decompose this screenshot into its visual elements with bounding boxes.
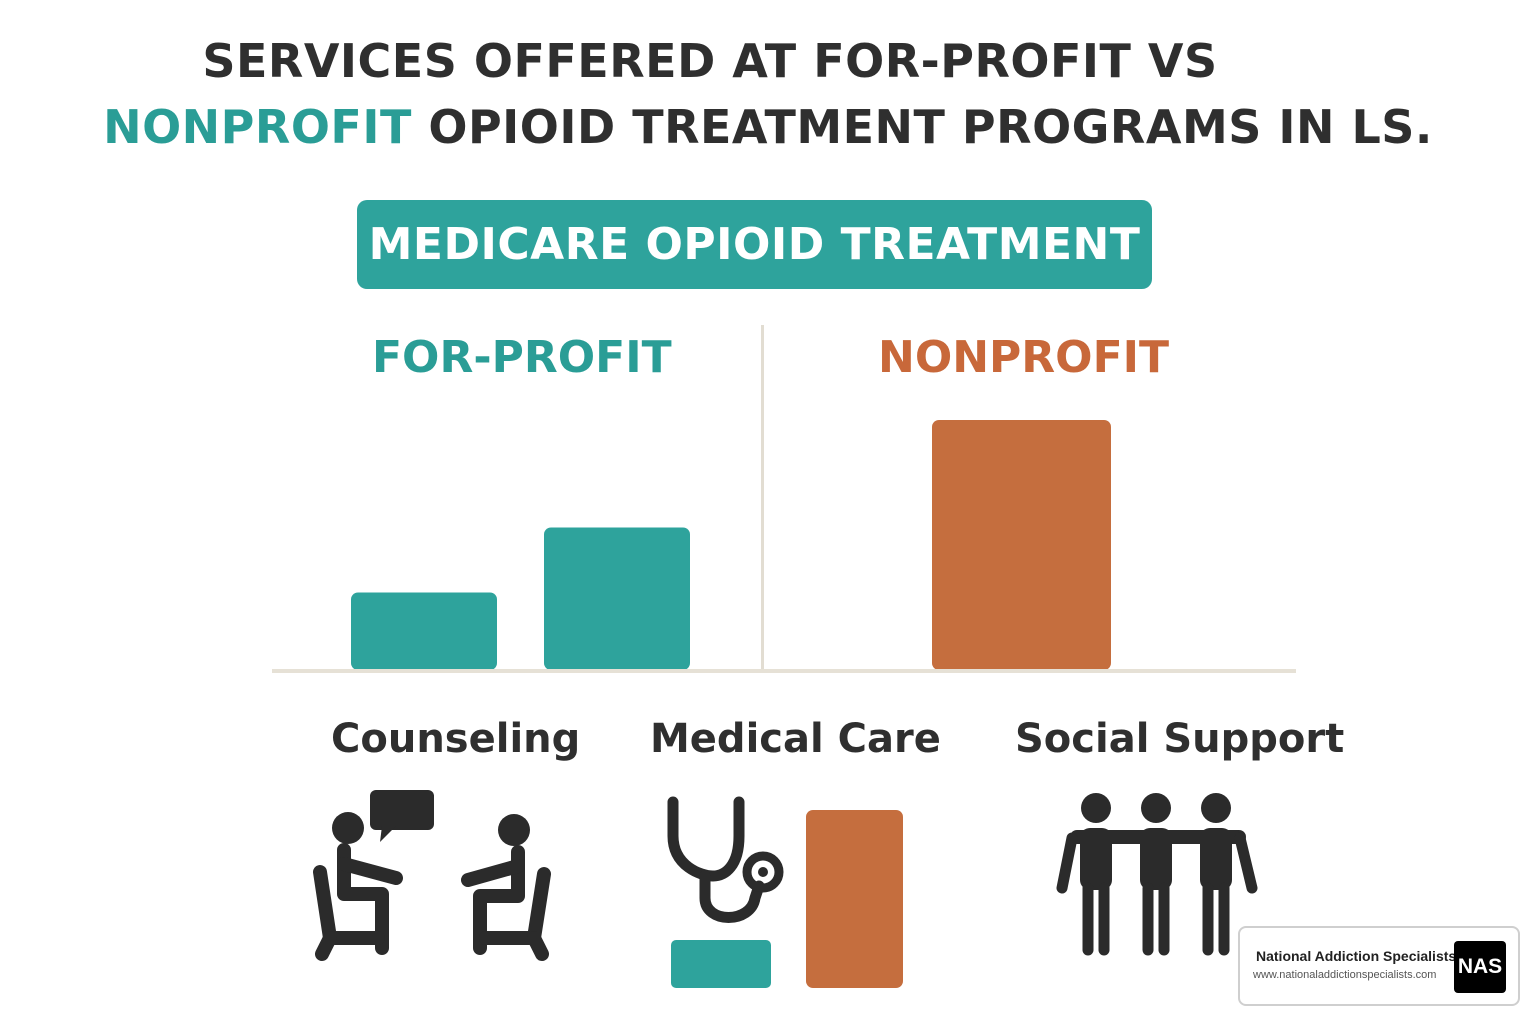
group-divider (761, 325, 764, 670)
bar-for-profit-2 (544, 527, 690, 670)
service-label-counseling: Counseling (331, 716, 581, 762)
watermark-name: National Addiction Specialists (1256, 948, 1457, 964)
chart-baseline (272, 669, 1296, 673)
bar-nonprofit-1 (932, 420, 1111, 670)
chart-title-line-1: SERVICES OFFERED AT FOR-PROFIT VS (0, 34, 1478, 88)
nas-logo: NAS (1454, 941, 1506, 993)
title-line-2-text: OPIOID TREATMENT PROGRAMS IN LS. (411, 100, 1433, 154)
bar-for-profit-1 (351, 592, 497, 670)
stethoscope-icon (667, 796, 784, 923)
title-line-1-text: SERVICES OFFERED AT FOR-PROFIT VS (202, 34, 1218, 88)
watermark-url: www.nationaladdictionspecialists.com (1253, 969, 1437, 981)
counseling-icon (313, 790, 551, 961)
mini-bar-nonprofit (806, 810, 903, 988)
group-label-nonprofit: NONPROFIT (878, 332, 1170, 383)
mini-bar-forprofit (671, 940, 771, 988)
chart-title-line-2: NONPROFIT OPIOID TREATMENT PROGRAMS IN L… (0, 100, 1536, 154)
people-group-icon (1056, 793, 1258, 956)
title-highlight: NONPROFIT (103, 100, 412, 154)
service-label-social-support: Social Support (1015, 716, 1345, 762)
watermark-badge: National Addiction Specialists www.natio… (1238, 926, 1520, 1006)
group-label-forprofit: FOR-PROFIT (372, 332, 672, 383)
medicare-banner: MEDICARE OPIOID TREATMENT (357, 200, 1152, 289)
service-label-medical-care: Medical Care (650, 716, 941, 762)
medical-care-mini-bars (671, 810, 903, 988)
